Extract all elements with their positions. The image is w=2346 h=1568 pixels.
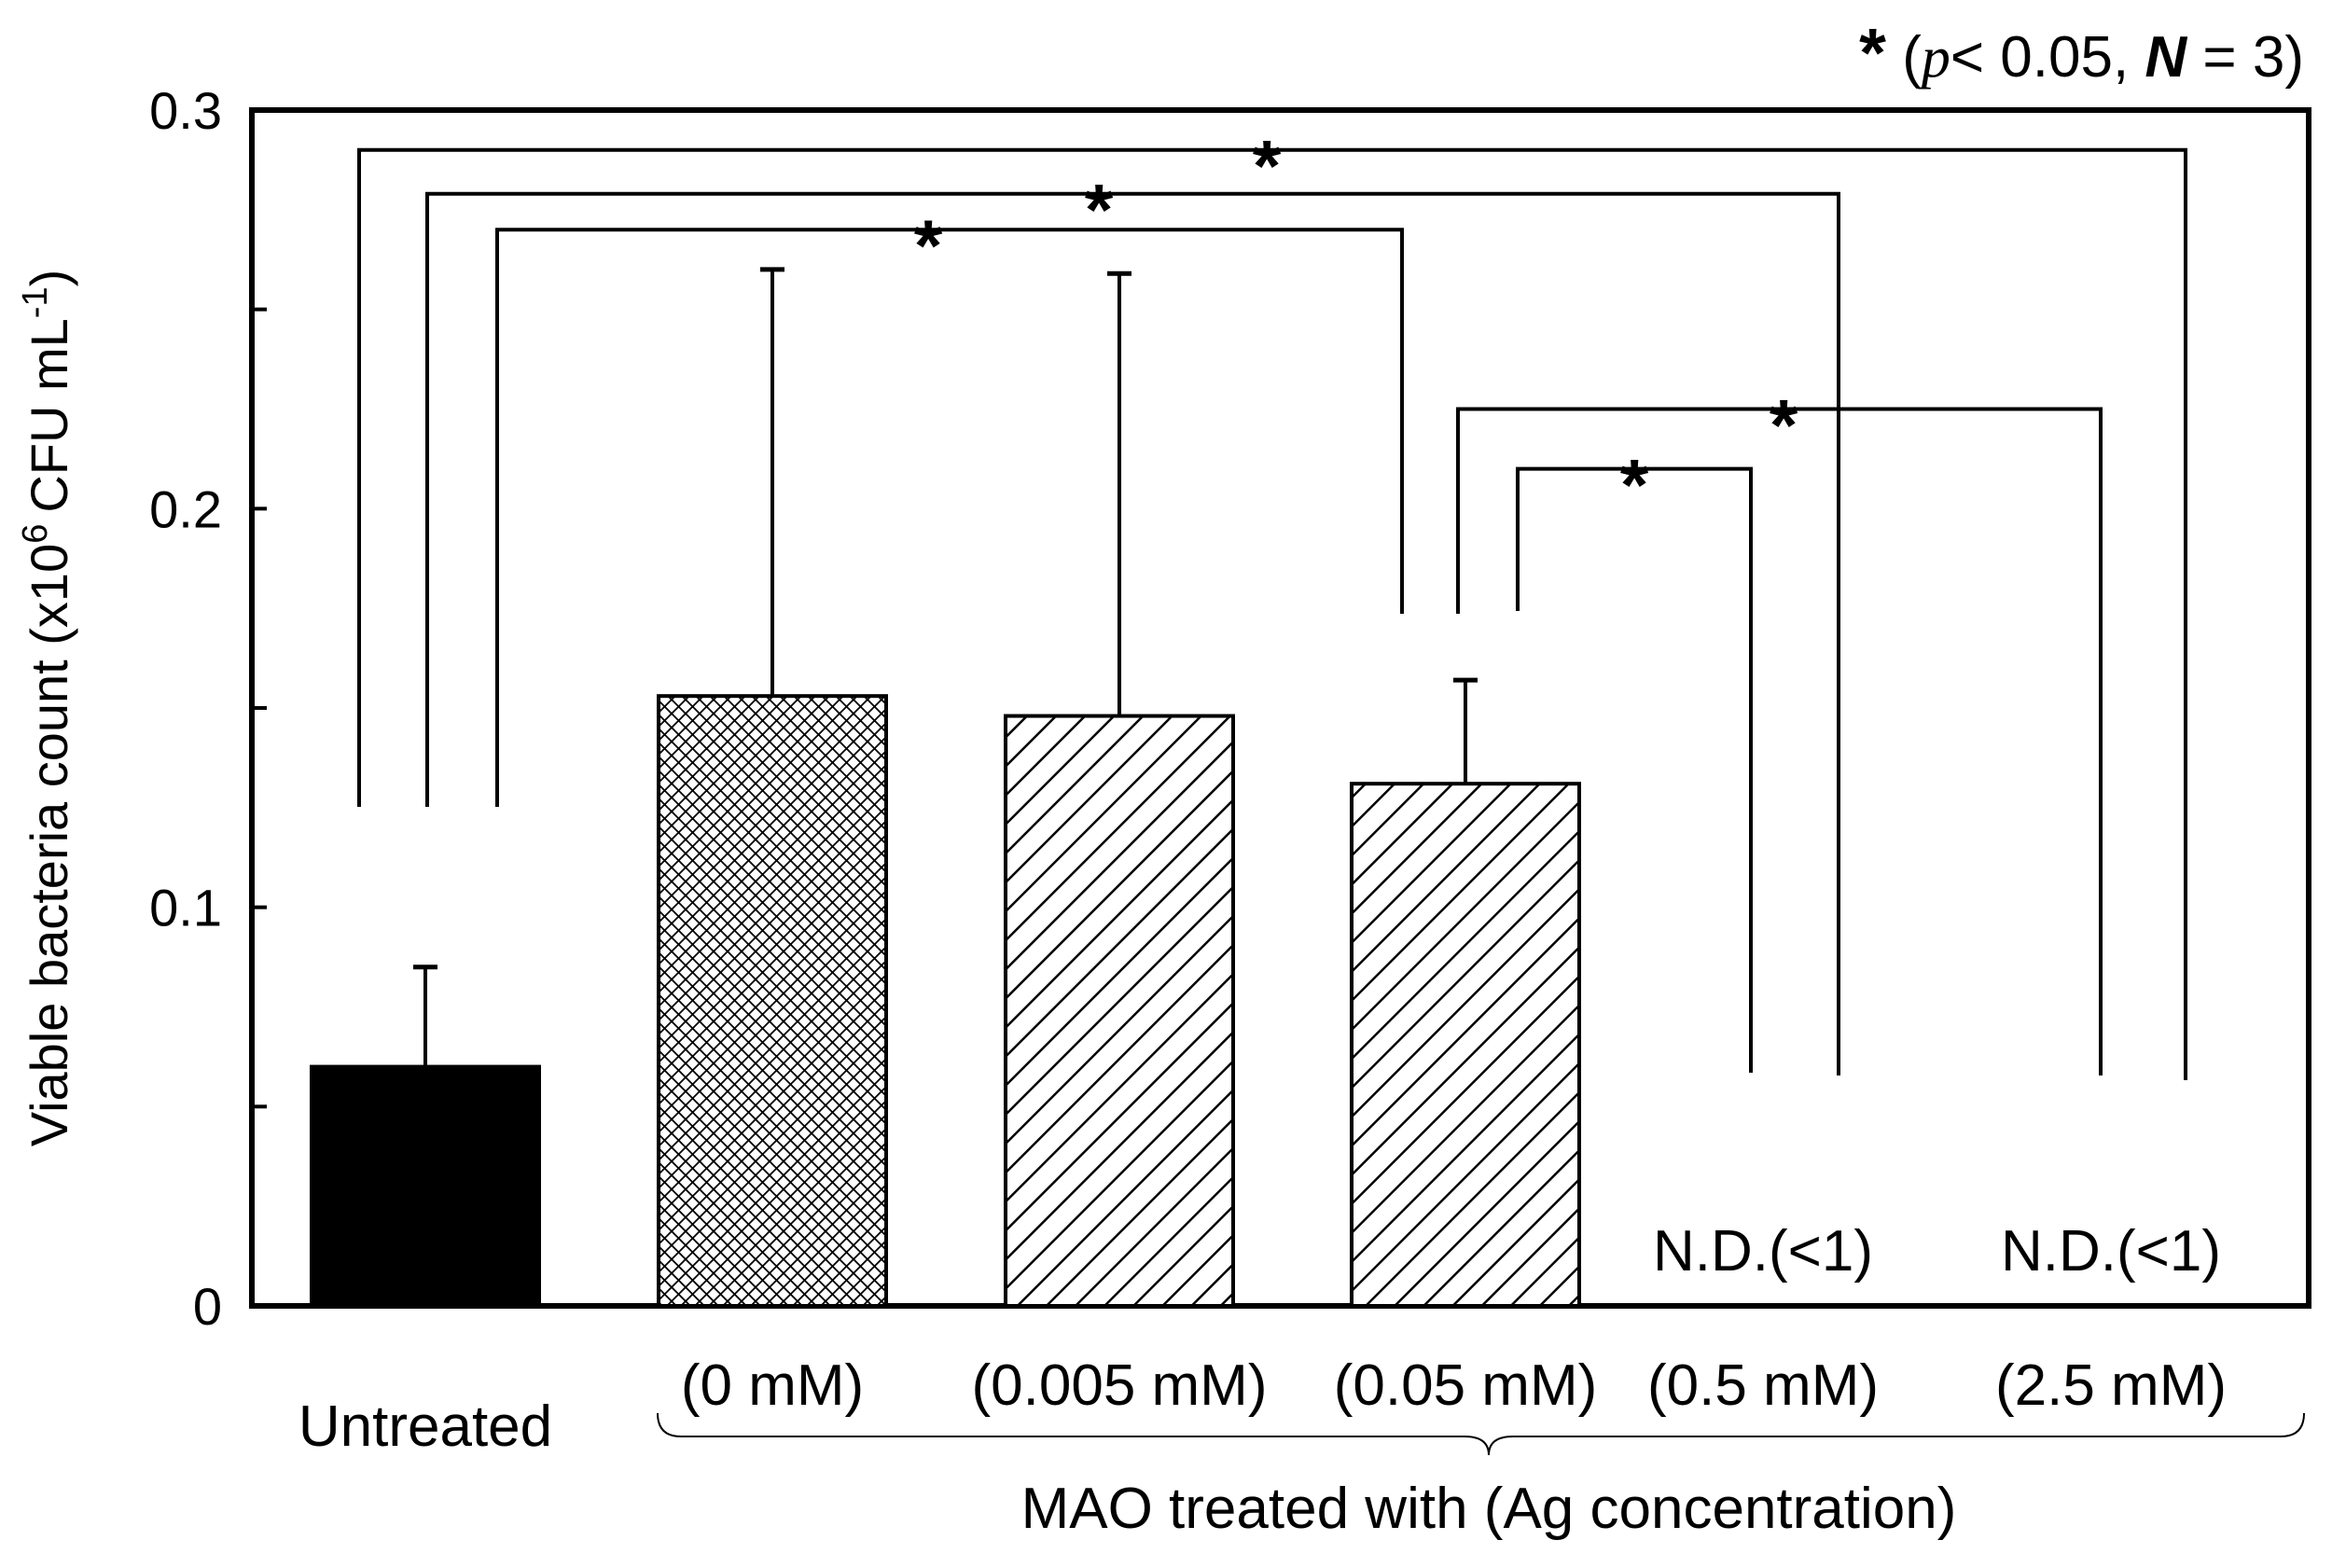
y-tick-label: 0 [193, 1277, 222, 1336]
significance-bracket [1516, 466, 1753, 1073]
significance-star: * [1770, 384, 1798, 466]
category-label: (0.05 mM) [1334, 1353, 1597, 1418]
significance-bracket [1456, 407, 2103, 1075]
category-label: (0.005 mM) [972, 1353, 1268, 1418]
bars [310, 267, 1581, 1308]
category-label: (0 mM) [681, 1353, 864, 1418]
significance-bracket [495, 228, 1404, 807]
bar [1350, 782, 1581, 1308]
not-detected-label: N.D.(<1) [2001, 1219, 2221, 1284]
y-ticks: 0 0.1 0.2 0.3 [149, 81, 267, 1336]
group-brace [657, 1412, 2305, 1456]
significance-star: * [1085, 169, 1114, 251]
bar [310, 1064, 541, 1308]
bar [1004, 714, 1235, 1308]
y-tick-label: 0.3 [149, 81, 222, 140]
significance-note: * (p< 0.05, N = 3) [1859, 14, 2304, 91]
y-axis-title: Viable bacteria count (x106CFU mL-1) [16, 270, 78, 1147]
significance-brackets: ***** [357, 125, 2187, 1080]
bar [657, 694, 888, 1308]
not-detected-label: N.D.(<1) [1653, 1219, 1873, 1284]
category-label: (0.5 mM) [1647, 1353, 1879, 1418]
y-tick-label: 0.1 [149, 879, 222, 937]
significance-star: * [1620, 444, 1649, 526]
significance-star: * [914, 204, 943, 286]
category-label: (2.5 mM) [1995, 1353, 2227, 1418]
category-labels: Untreated (0 mM) (0.005 mM) (0.05 mM) (0.5 m… [298, 1219, 2227, 1459]
y-tick-label: 0.2 [149, 479, 222, 538]
plot-frame [249, 107, 2311, 1309]
significance-bracket [425, 191, 1840, 1075]
category-label: Untreated [298, 1395, 552, 1459]
group-label: MAO treated with (Ag concentration) [1021, 1477, 1957, 1541]
significance-bracket [357, 147, 2187, 1080]
